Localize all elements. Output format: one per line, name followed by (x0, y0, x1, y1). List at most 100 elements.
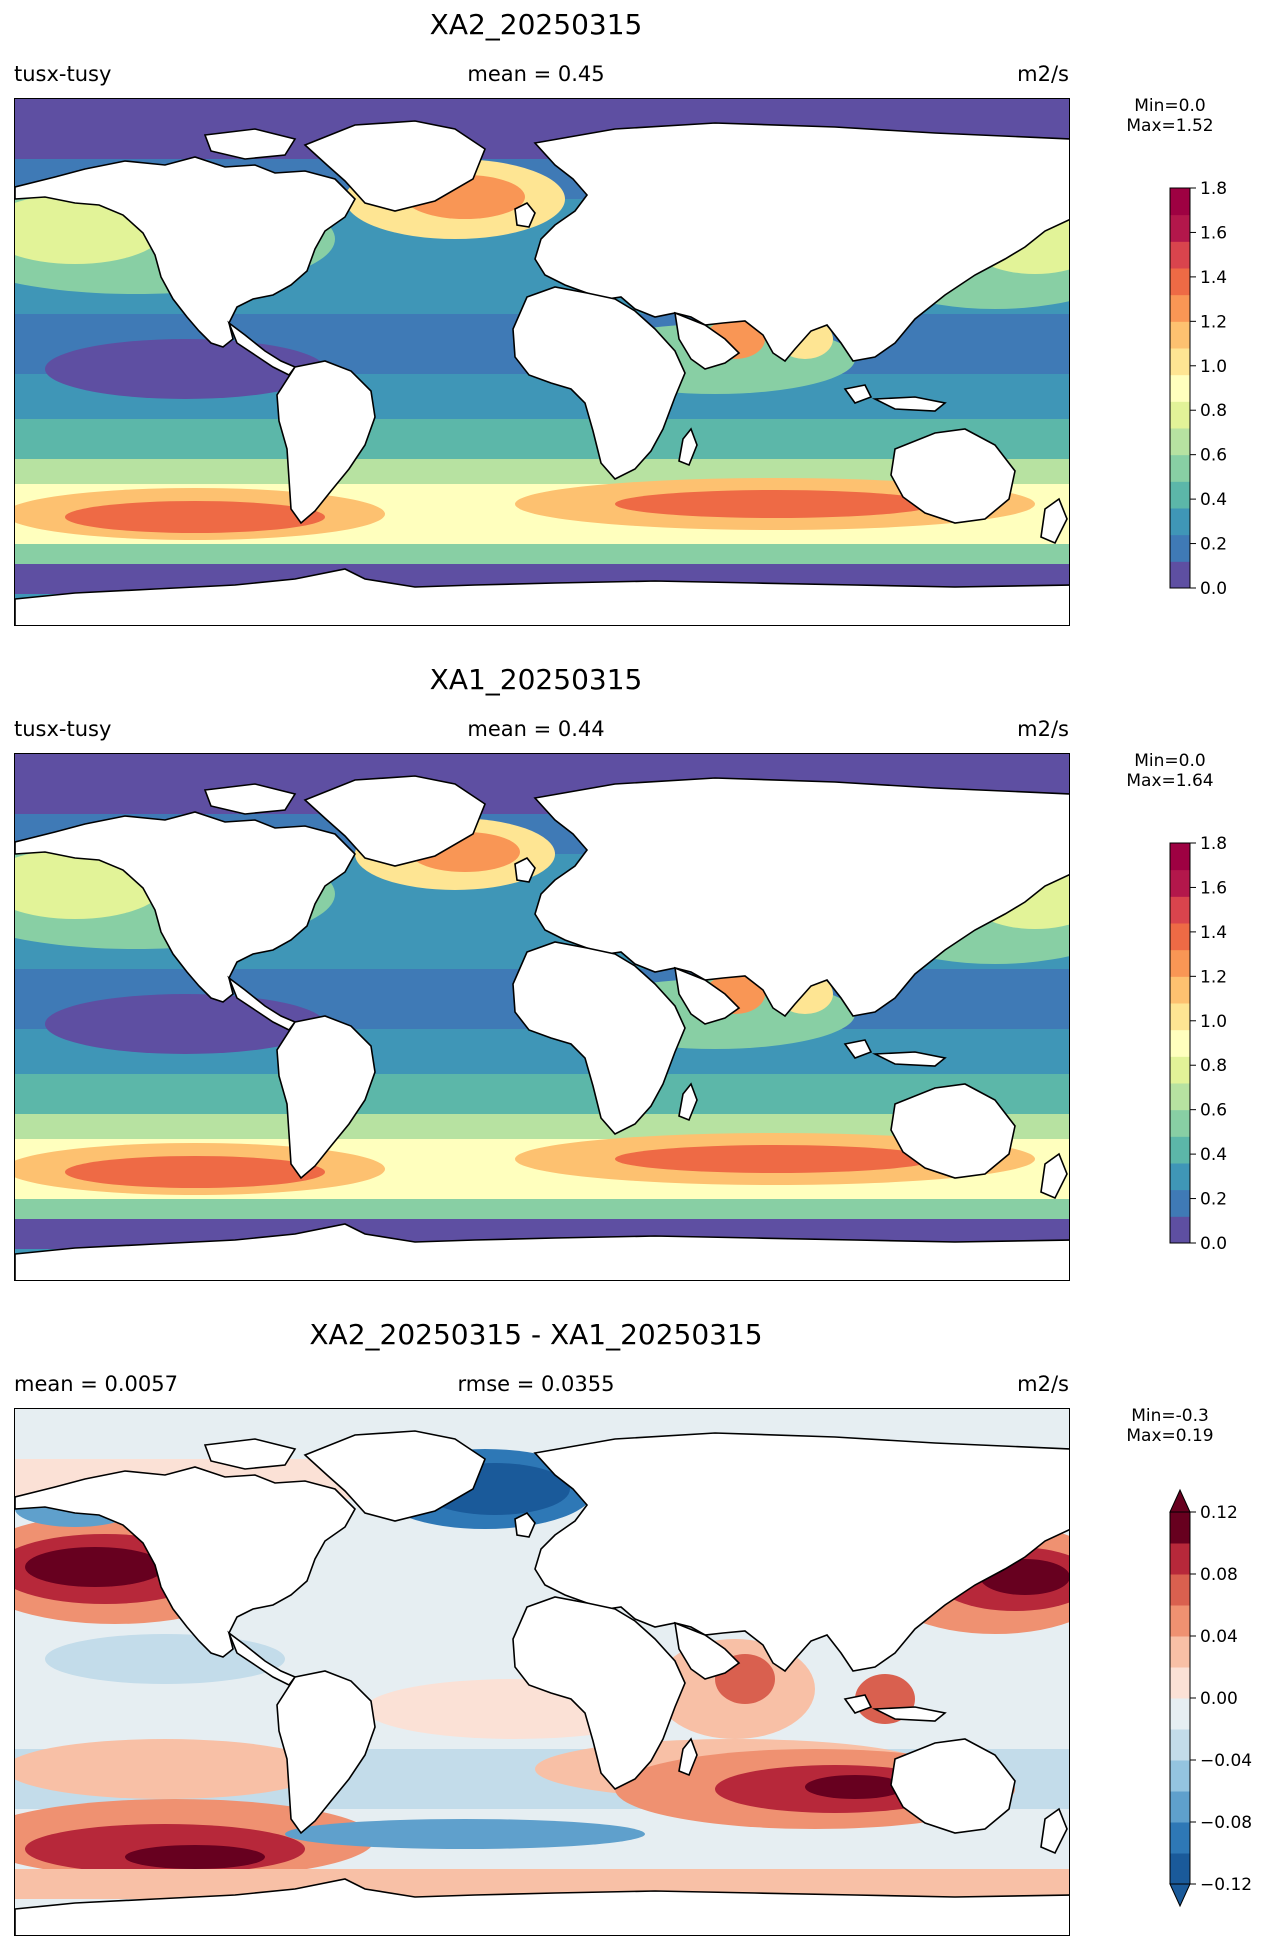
colorbar-swatch (1170, 1636, 1190, 1668)
variable-label: tusx-tusy (14, 62, 112, 86)
colorbar-tick-label: −0.04 (1200, 1751, 1252, 1771)
colorbar-swatch (1170, 1163, 1190, 1191)
units-label: m2/s (1017, 717, 1069, 741)
colorbar-tick-label: 1.2 (1200, 967, 1227, 987)
map-plot (14, 98, 1070, 626)
colorbar-tick-label: 0.4 (1200, 1145, 1227, 1165)
colorbar-swatch (1170, 561, 1190, 589)
colorbar-swatch (1170, 294, 1190, 322)
colorbar-swatch (1170, 949, 1190, 977)
colorbar-swatch (1170, 374, 1190, 402)
min-text: Min=-0.3 (1131, 1406, 1209, 1426)
max-text: Max=1.64 (1126, 771, 1214, 791)
colorbar-tick-label: 0.0 (1200, 1234, 1227, 1254)
colorbar-swatch (1170, 241, 1190, 269)
colorbar-swatch (1170, 481, 1190, 509)
min-text: Min=0.0 (1134, 96, 1206, 116)
max-text: Max=1.52 (1126, 116, 1214, 136)
colorbar-tick-label: 1.8 (1200, 834, 1227, 854)
colorbar-tick-label: 0.2 (1200, 1190, 1227, 1210)
max-text: Max=0.19 (1126, 1426, 1214, 1446)
colorbar-swatch (1170, 1003, 1190, 1031)
colorbar: Min=-0.3 Max=0.19 −0.12 −0.08 −0.04 0.00 0.0… (1110, 1378, 1260, 1908)
panel-difference: XA2_20250315 - XA1_20250315 mean = 0.005… (0, 1318, 1270, 1958)
colorbar-tick-label: 1.4 (1200, 923, 1227, 943)
colorbar-frame (1169, 187, 1191, 589)
colorbar-tick-label: 1.2 (1200, 312, 1227, 332)
colorbar-tick-label: 0.4 (1200, 490, 1227, 510)
colorbar-swatch (1170, 1760, 1190, 1792)
colorbar-svg: −0.12 −0.08 −0.04 0.00 0.04 0.08 0.12 (1169, 1488, 1252, 1908)
colorbar-tick-label: 0.8 (1200, 1056, 1227, 1076)
colorbar-tick-label: −0.08 (1200, 1813, 1252, 1833)
colorbar-swatch (1170, 348, 1190, 376)
colorbar-swatch (1170, 923, 1190, 951)
colorbar-swatch (1170, 1729, 1190, 1761)
map-plot (14, 1408, 1070, 1936)
variable-label: tusx-tusy (14, 717, 112, 741)
colorbar-tick-label: 0.6 (1200, 1101, 1227, 1121)
colorbar-tick-label: −0.12 (1200, 1875, 1252, 1895)
map-plot (14, 753, 1070, 1281)
colorbar-swatch (1170, 534, 1190, 562)
colorbar-swatch (1170, 188, 1190, 216)
colorbar-tick-label: 1.6 (1200, 878, 1227, 898)
panel-xa1: XA1_20250315 tusx-tusy mean = 0.44 m2/s (0, 663, 1270, 1303)
colorbar-tick-label: 0.08 (1200, 1565, 1238, 1585)
units-label: m2/s (1017, 1372, 1069, 1396)
colorbar-swatch (1170, 976, 1190, 1004)
mean-label: mean = 0.45 (467, 62, 605, 86)
colorbar-tick-label: 0.12 (1200, 1503, 1238, 1523)
colorbar-swatch (1170, 401, 1190, 429)
colorbar-swatch (1170, 1667, 1190, 1699)
colorbar-tick-label: 1.4 (1200, 268, 1227, 288)
colorbar-swatch (1170, 1853, 1190, 1885)
colorbar-swatch (1170, 1216, 1190, 1244)
panel-title: XA1_20250315 (429, 663, 643, 696)
colorbar-tick-label: 1.6 (1200, 223, 1227, 243)
colorbar-frame (1169, 842, 1191, 1244)
colorbar-swatch (1170, 1791, 1190, 1823)
colorbar-svg: 0.0 0.2 0.4 0.6 0.8 1.0 1.2 1.4 1.6 1.8 (1169, 179, 1227, 599)
colorbar-swatch (1170, 428, 1190, 456)
colorbar-tick-label: 1.0 (1200, 357, 1227, 377)
colorbar-tick-label: 1.0 (1200, 1012, 1227, 1032)
colorbar-swatch (1170, 1543, 1190, 1575)
mean-label: mean = 0.44 (467, 717, 605, 741)
colorbar-swatch (1170, 1029, 1190, 1057)
colorbar-swatch (1170, 1136, 1190, 1164)
colorbar-swatch (1170, 321, 1190, 349)
panel-title: XA2_20250315 - XA1_20250315 (309, 1318, 763, 1351)
colorbar-swatch (1170, 1512, 1190, 1544)
mean-label: mean = 0.0057 (14, 1372, 178, 1396)
colorbar-swatch (1170, 508, 1190, 536)
colorbar-swatch (1170, 1109, 1190, 1137)
colorbar-swatch (1170, 1056, 1190, 1084)
colorbar-swatch (1170, 1189, 1190, 1217)
rmse-label: rmse = 0.0355 (457, 1372, 615, 1396)
colorbar-swatch (1170, 454, 1190, 482)
colorbar-tick-label: 1.8 (1200, 179, 1227, 199)
colorbar: Min=0.0 Max=1.52 0.0 0.2 0.4 0.6 0.8 1.0 1.2 1.… (1110, 68, 1260, 599)
colorbar: Min=0.0 Max=1.64 0.0 0.2 0.4 0.6 0.8 1.0 1.2 1.… (1110, 723, 1260, 1254)
colorbar-extend-max (1169, 1488, 1191, 1513)
colorbar-tick-label: 0.6 (1200, 446, 1227, 466)
panel-title: XA2_20250315 (429, 8, 643, 41)
colorbar-swatch (1170, 268, 1190, 296)
panel-xa2: XA2_20250315 tusx-tusy mean = 0.45 m2/s (0, 8, 1270, 648)
colorbar-swatch (1170, 1574, 1190, 1606)
colorbar-swatch (1170, 1605, 1190, 1637)
units-label: m2/s (1017, 62, 1069, 86)
colorbar-svg: 0.0 0.2 0.4 0.6 0.8 1.0 1.2 1.4 1.6 1.8 (1169, 834, 1227, 1254)
colorbar-swatch (1170, 1698, 1190, 1730)
colorbar-tick-label: 0.04 (1200, 1627, 1238, 1647)
colorbar-swatch (1170, 843, 1190, 871)
colorbar-tick-label: 0.8 (1200, 401, 1227, 421)
min-text: Min=0.0 (1134, 751, 1206, 771)
colorbar-tick-label: 0.00 (1200, 1689, 1238, 1709)
colorbar-swatch (1170, 1822, 1190, 1854)
colorbar-swatch (1170, 1083, 1190, 1111)
colorbar-swatch (1170, 896, 1190, 924)
colorbar-tick-label: 0.0 (1200, 579, 1227, 599)
colorbar-extend-min (1169, 1883, 1191, 1908)
